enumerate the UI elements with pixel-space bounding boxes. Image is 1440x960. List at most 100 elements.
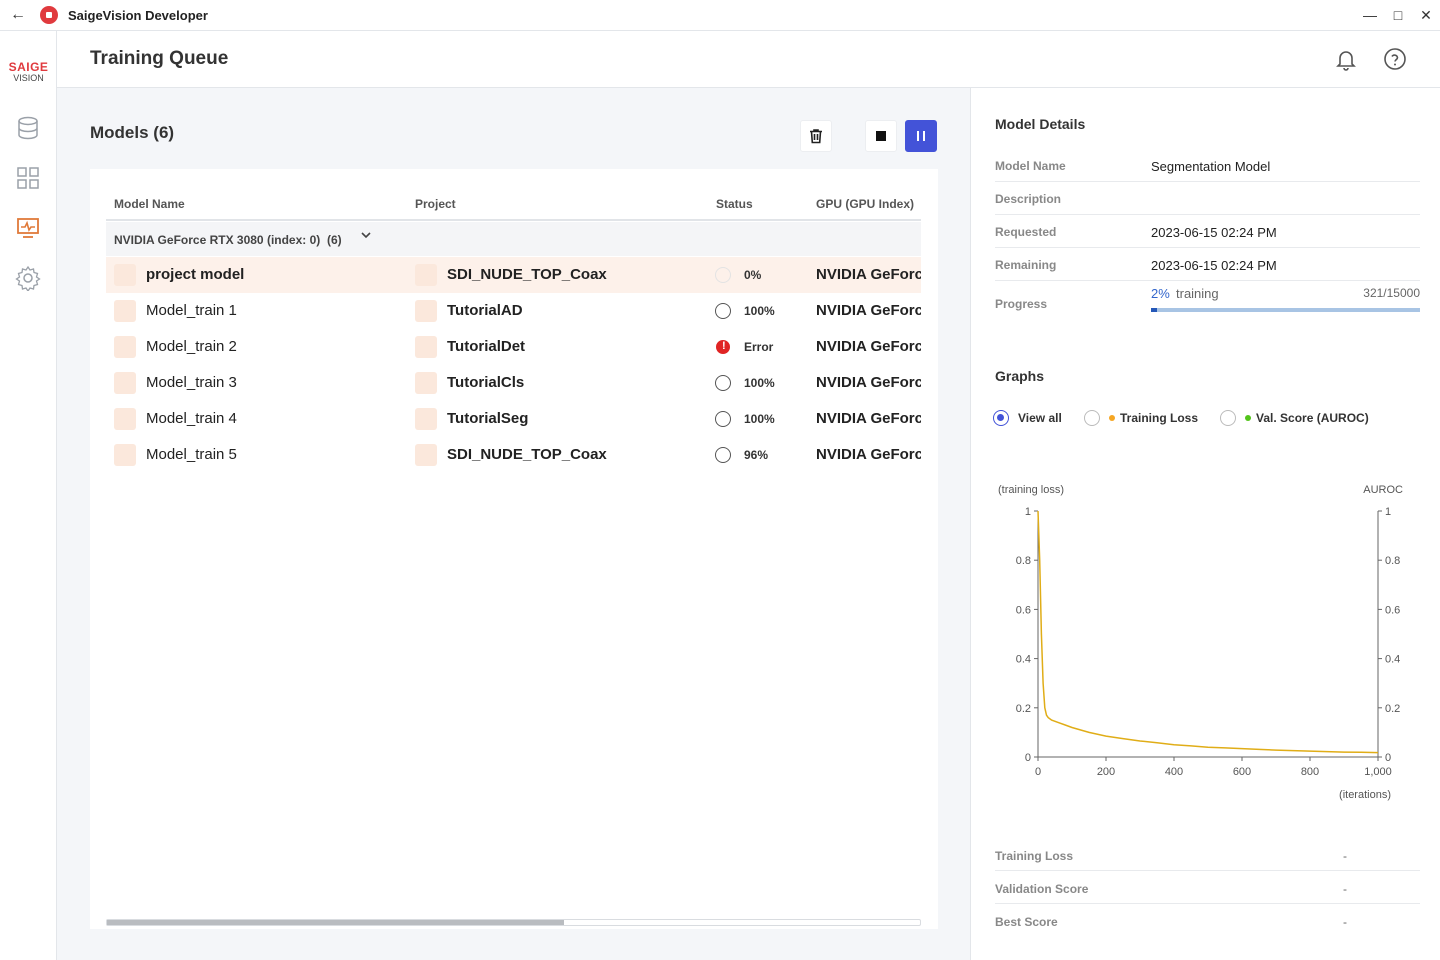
- trash-icon: [810, 129, 822, 144]
- y-tick-label-left: 0.8: [1016, 555, 1031, 567]
- page-title: Training Queue: [90, 48, 229, 69]
- y-tick-label-right: 0.2: [1385, 703, 1400, 715]
- maximize-icon[interactable]: □: [1393, 7, 1403, 23]
- project-icon: [415, 300, 437, 322]
- y-tick-label-left: 0.2: [1016, 703, 1031, 715]
- model-name: project model: [146, 266, 245, 283]
- progress-state: training: [1176, 286, 1219, 301]
- chevron-down-icon[interactable]: [360, 229, 372, 241]
- detail-value: 2023-06-15 02:24 PM: [1151, 225, 1277, 240]
- detail-row-remaining: Remaining 2023-06-15 02:24 PM: [995, 248, 1420, 281]
- model-icon: [114, 300, 136, 322]
- detail-key: Requested: [995, 225, 1057, 239]
- gpu-name: NVIDIA GeForce: [816, 374, 921, 391]
- project-icon: [415, 264, 437, 286]
- horizontal-scrollbar[interactable]: [106, 919, 921, 926]
- sidebar: SAIGE VISION: [0, 31, 57, 960]
- y-tick-label-left: 0: [1025, 752, 1031, 764]
- progress-percent: 2%: [1151, 286, 1170, 301]
- x-tick-label: 800: [1301, 766, 1319, 778]
- delete-button[interactable]: [800, 120, 832, 152]
- metric-key: Validation Score: [995, 882, 1089, 896]
- col-project[interactable]: Project: [415, 197, 456, 211]
- table-row[interactable]: Model_train 2 TutorialDet Error NVIDIA G…: [106, 329, 921, 365]
- project-name: SDI_NUDE_TOP_Coax: [447, 446, 607, 463]
- graphs-title: Graphs: [995, 368, 1045, 384]
- gpu-name: NVIDIA GeForce: [816, 410, 921, 427]
- minimize-icon[interactable]: —: [1363, 7, 1377, 23]
- training-loss-line: [1037, 510, 1379, 754]
- status-text: 0%: [744, 268, 762, 282]
- y-tick-label-left: 1: [1025, 506, 1031, 518]
- training-monitor-icon[interactable]: [15, 215, 41, 241]
- progress-bar: [1151, 308, 1420, 312]
- error-icon: [716, 340, 730, 354]
- y-tick-label-left: 0.6: [1016, 604, 1031, 616]
- project-name: TutorialCls: [447, 374, 525, 391]
- status-text: 100%: [744, 376, 775, 390]
- y-tick-label-right: 1: [1385, 506, 1391, 518]
- radio-training-loss[interactable]: Training Loss: [1084, 410, 1198, 426]
- help-icon[interactable]: [1383, 47, 1407, 71]
- radio-circle[interactable]: [993, 410, 1009, 426]
- radio-circle[interactable]: [1220, 410, 1236, 426]
- back-arrow-icon[interactable]: ←: [10, 6, 26, 23]
- window-title: SaigeVision Developer: [68, 7, 208, 23]
- gpu-group-row[interactable]: NVIDIA GeForce RTX 3080 (index: 0) (6): [106, 222, 921, 256]
- metric-row-validation-score: Validation Score -: [995, 871, 1420, 904]
- progress-row: Progress 2% training 321/15000: [995, 283, 1420, 323]
- pause-icon: [917, 131, 925, 141]
- col-status[interactable]: Status: [716, 197, 753, 211]
- status-text: 100%: [744, 412, 775, 426]
- table-row[interactable]: Model_train 3 TutorialCls 100% NVIDIA Ge…: [106, 365, 921, 401]
- detail-row-description: Description: [995, 182, 1420, 215]
- project-icon: [415, 336, 437, 358]
- settings-gear-icon[interactable]: [15, 265, 41, 291]
- gpu-name: NVIDIA GeForce: [816, 266, 921, 283]
- pause-button[interactable]: [905, 120, 937, 152]
- legend-dot-green: [1245, 415, 1251, 421]
- detail-key: Model Name: [995, 159, 1066, 173]
- models-table-panel: Model Name Project Status GPU (GPU Index…: [90, 169, 938, 929]
- x-tick-label: 600: [1233, 766, 1251, 778]
- radio-val-score[interactable]: Val. Score (AUROC): [1220, 410, 1369, 426]
- y-tick-label-left: 0.4: [1016, 654, 1031, 666]
- status-text: 100%: [744, 304, 775, 318]
- stop-button[interactable]: [865, 120, 897, 152]
- logo-line-2: VISION: [13, 73, 44, 83]
- close-icon[interactable]: ✕: [1420, 7, 1432, 23]
- scrollbar-thumb[interactable]: [107, 920, 564, 925]
- gpu-group-label: NVIDIA GeForce RTX 3080 (index: 0): [114, 233, 321, 247]
- table-row[interactable]: Model_train 4 TutorialSeg 100% NVIDIA Ge…: [106, 401, 921, 437]
- notification-bell-icon[interactable]: [1334, 47, 1358, 71]
- y-axis-title-left: (training loss): [998, 484, 1064, 496]
- table-row[interactable]: Model_train 5 SDI_NUDE_TOP_Coax 96% NVID…: [106, 437, 921, 473]
- metric-value: -: [1343, 882, 1347, 896]
- page-header: Training Queue: [57, 31, 1440, 88]
- model-name: Model_train 4: [146, 410, 237, 427]
- stop-icon: [876, 131, 886, 141]
- radio-label: View all: [1018, 411, 1062, 425]
- project-name: SDI_NUDE_TOP_Coax: [447, 266, 607, 283]
- col-model-name[interactable]: Model Name: [114, 197, 185, 211]
- table-row[interactable]: Model_train 1 TutorialAD 100% NVIDIA GeF…: [106, 293, 921, 329]
- logo-line-1: SAIGE: [8, 60, 49, 74]
- radio-circle[interactable]: [1084, 410, 1100, 426]
- detail-key: Description: [995, 192, 1062, 206]
- x-tick-label: 1,000: [1364, 766, 1392, 778]
- x-tick-label: 200: [1097, 766, 1115, 778]
- metric-value: -: [1343, 849, 1347, 863]
- progress-count: 321/15000: [1363, 286, 1420, 300]
- status-progress-icon: [715, 375, 731, 391]
- model-icon: [114, 372, 136, 394]
- radio-view-all[interactable]: View all: [993, 410, 1062, 426]
- details-title: Model Details: [995, 116, 1086, 132]
- x-axis-title: (iterations): [1339, 789, 1391, 801]
- col-gpu[interactable]: GPU (GPU Index): [816, 197, 915, 211]
- model-icon: [114, 264, 136, 286]
- database-icon[interactable]: [15, 115, 41, 141]
- status-progress-icon: [715, 411, 731, 427]
- project-icon: [415, 408, 437, 430]
- grid-icon[interactable]: [15, 165, 41, 191]
- table-row[interactable]: project model SDI_NUDE_TOP_Coax 0% NVIDI…: [106, 257, 921, 293]
